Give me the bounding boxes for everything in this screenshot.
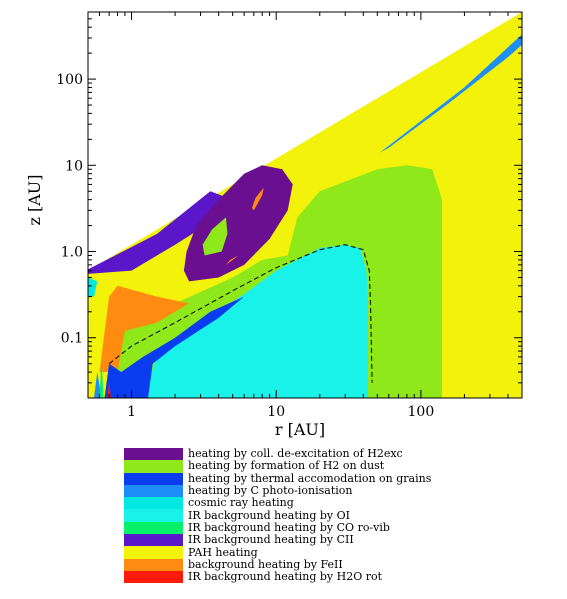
y-tick-label: 0.1 (61, 331, 83, 347)
dashed-contour-line (108, 244, 373, 383)
legend-swatch (124, 546, 183, 559)
region-feii-6 (226, 255, 239, 265)
region-cosmic-14 (88, 277, 98, 297)
legend-item: IR background heating by CII (124, 533, 431, 547)
region-thermal-9 (104, 296, 245, 398)
legend-item: PAH heating (124, 545, 431, 559)
region-cii-2 (88, 191, 233, 274)
region-feii-7 (99, 285, 190, 372)
region-h2o-13 (107, 382, 111, 398)
x-tick-label: 100 (408, 404, 435, 420)
legend-item: background heating by FeII (124, 557, 431, 571)
region-h2form-4 (202, 217, 228, 256)
x-axis-title: r [AU] (275, 420, 325, 439)
legend-swatch (124, 534, 183, 547)
y-axis-title: z [AU] (25, 174, 44, 225)
region-cphoto-11 (94, 372, 102, 398)
y-tick-label: 100 (56, 72, 83, 88)
legend-swatch (124, 448, 183, 461)
legend-label: IR background heating by CII (188, 533, 354, 547)
legend-label: heating by C photo-ionisation (188, 484, 353, 498)
legend-item: IR background heating by H2O rot (124, 570, 431, 584)
legend-label: IR background heating by H2O rot (188, 570, 383, 584)
legend-swatch (124, 509, 183, 522)
legend-item: heating by formation of H2 on dust (124, 459, 431, 473)
legend-swatch (124, 484, 183, 498)
legend: heating by coll. de-excitation of H2exc h… (124, 447, 432, 584)
legend-swatch (124, 472, 183, 485)
legend-label: heating by formation of H2 on dust (188, 459, 385, 473)
legend-label: PAH heating (188, 545, 258, 559)
legend-label: heating by coll. de-excitation of H2exc (188, 447, 403, 461)
heating-map-plot: 1 10 100 0.1 1.0 10 100 r [AU] z [AU] (25, 11, 523, 439)
legend-swatch (124, 521, 183, 535)
legend-item: heating by coll. de-excitation of H2exc (124, 447, 431, 461)
x-tick-label: 10 (267, 404, 285, 420)
legend-label: background heating by FeII (188, 557, 343, 571)
plot-frame (87, 11, 523, 399)
legend-swatch (124, 558, 183, 571)
legend-item: heating by C photo-ionisation (124, 484, 431, 498)
legend-swatch (124, 460, 183, 473)
legend-swatch (124, 497, 183, 510)
legend-label: IR background heating by CO ro-vib (188, 520, 390, 534)
region-oi-8 (143, 244, 368, 398)
region-feii-5 (252, 187, 264, 211)
legend-label: cosmic ray heating (188, 496, 294, 510)
legend-label: heating by thermal accomodation on grain… (188, 471, 432, 485)
y-tick-label: 10 (65, 158, 83, 174)
legend-item: IR background heating by OI (124, 508, 431, 522)
legend-item: IR background heating by CO ro-vib (124, 520, 431, 535)
y-tick-label: 1.0 (61, 245, 83, 261)
axes-layer: 1 10 100 0.1 1.0 10 100 (56, 11, 523, 420)
legend-label: IR background heating by OI (188, 508, 351, 522)
legend-item: heating by thermal accomodation on grain… (124, 471, 432, 485)
region-co-12 (99, 356, 104, 398)
x-tick-label: 1 (127, 404, 136, 420)
contour-layer (108, 244, 373, 383)
regions-layer (88, 12, 522, 398)
legend-item: cosmic ray heating (124, 496, 431, 510)
legend-swatch (124, 570, 183, 584)
